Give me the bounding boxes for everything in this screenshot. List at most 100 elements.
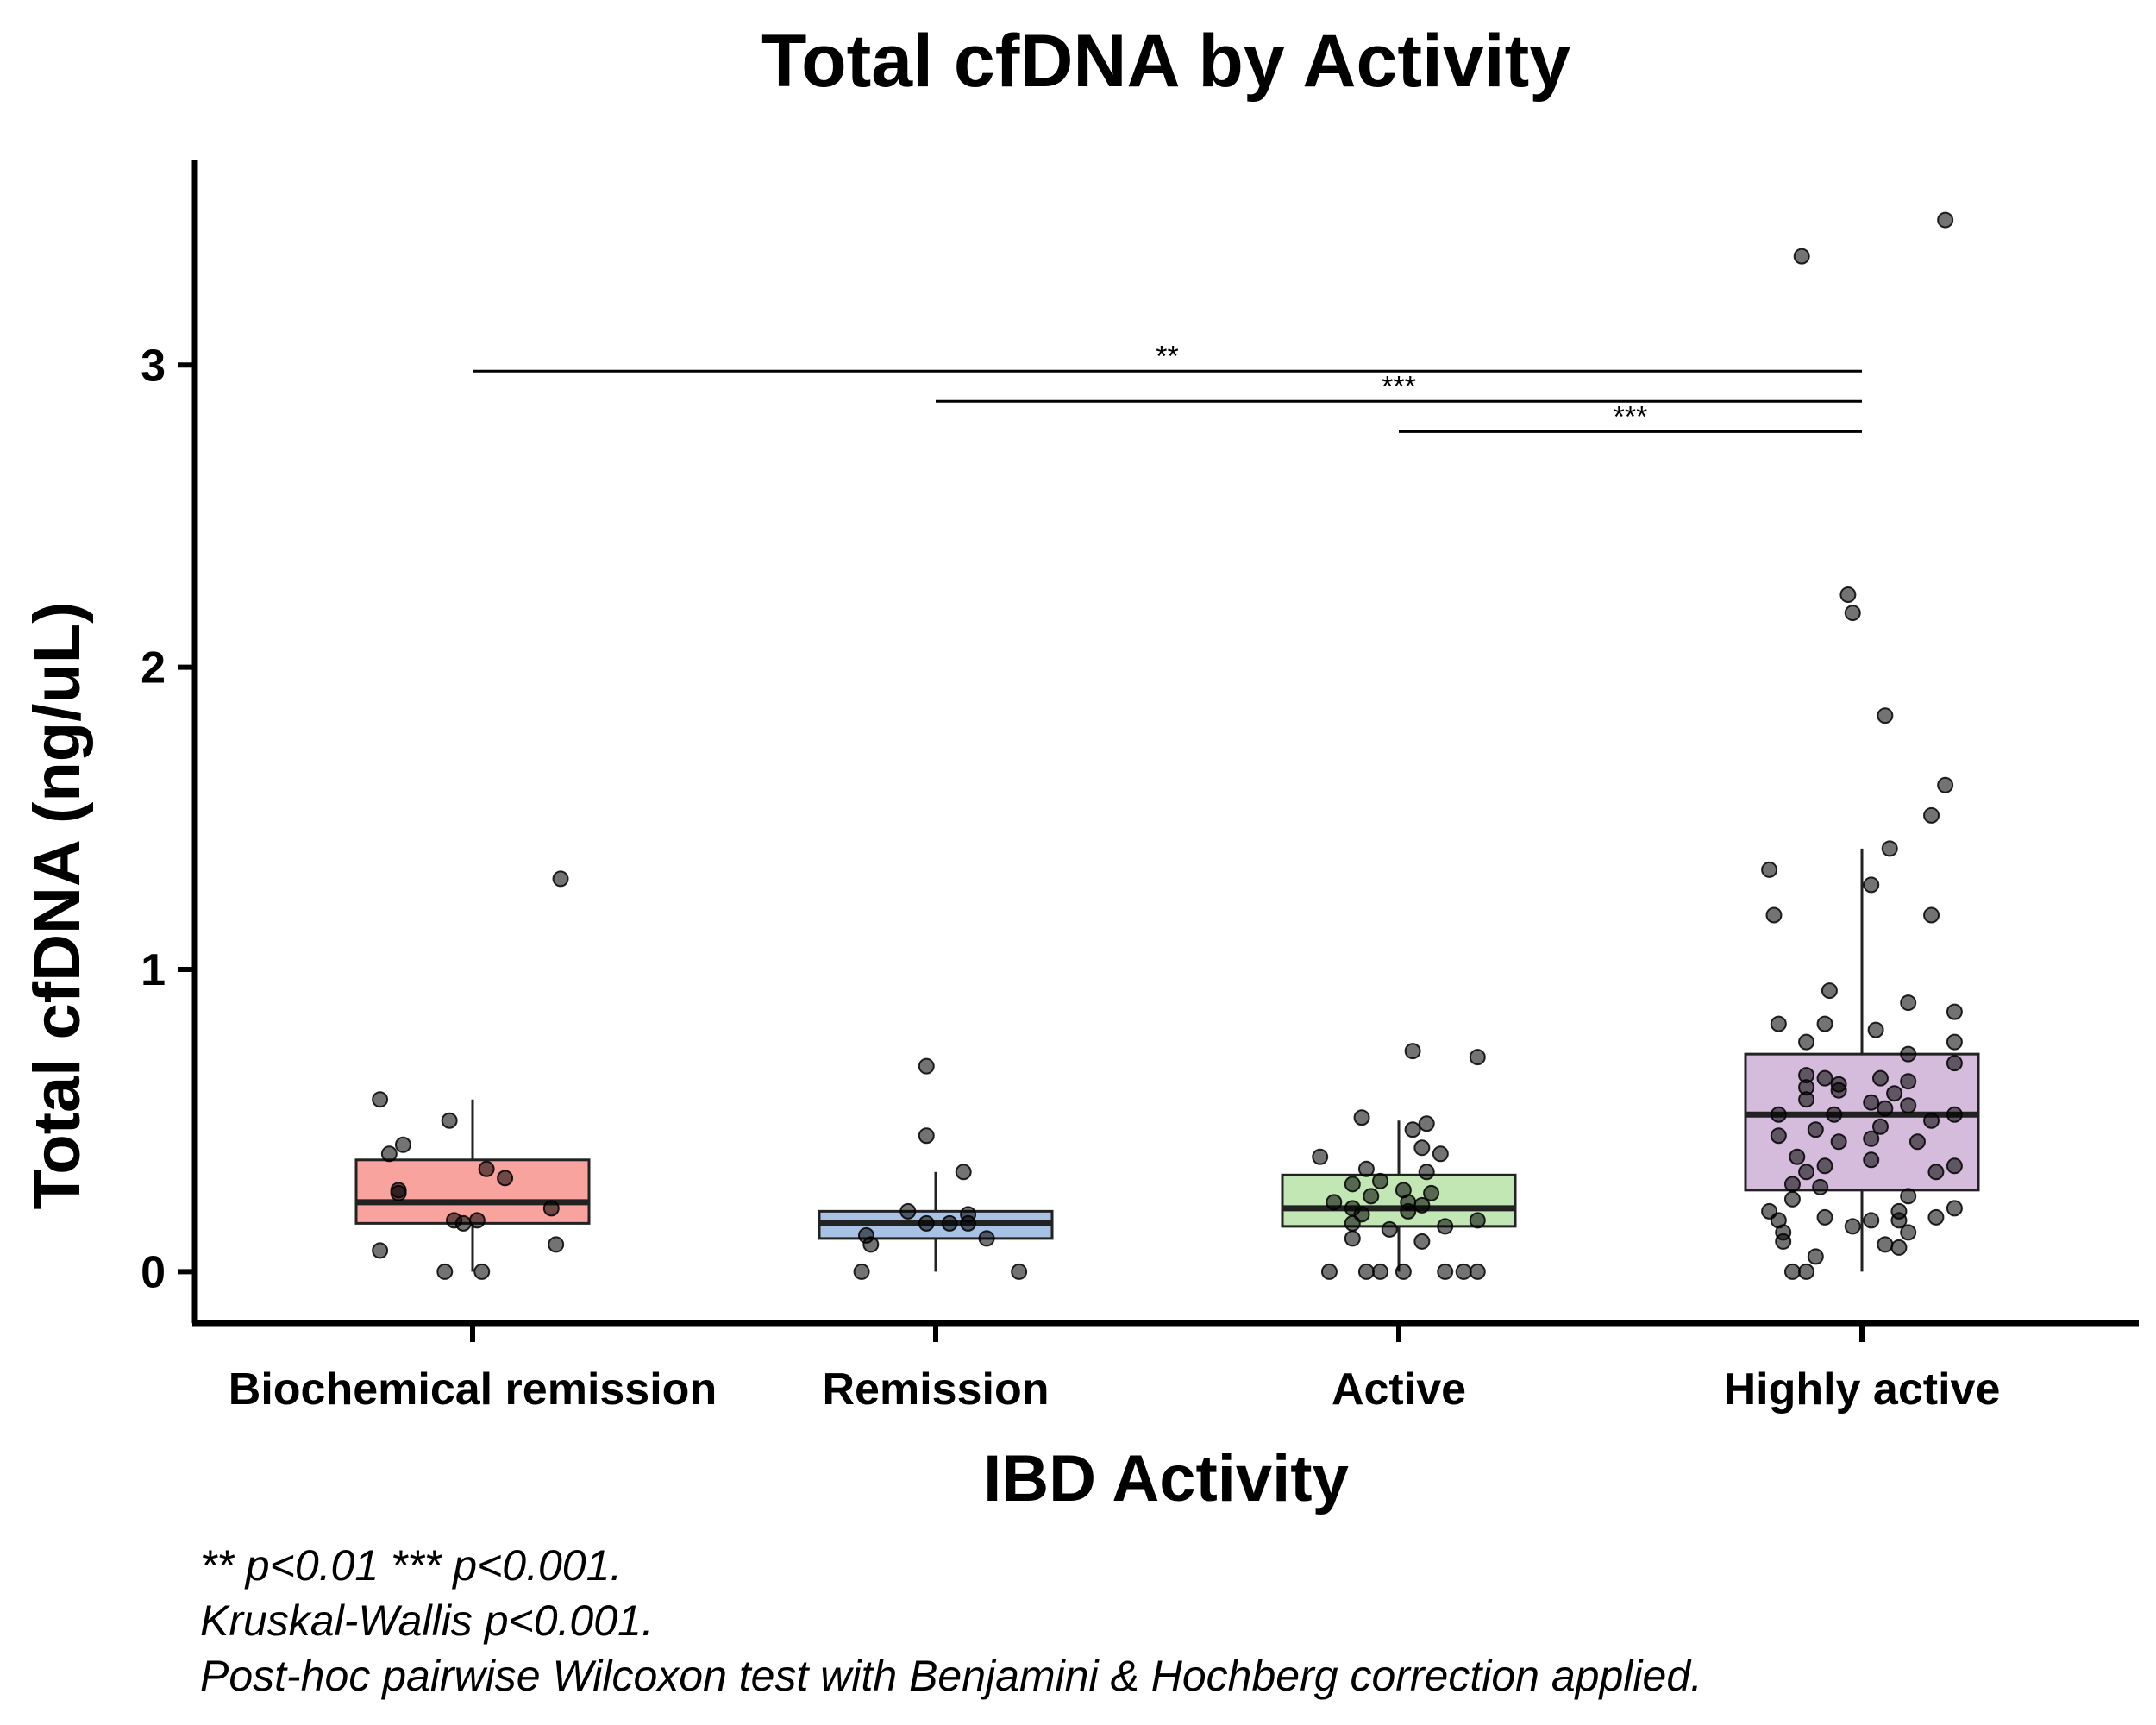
data-point [1807, 1121, 1824, 1138]
significance-label: ** [1156, 340, 1178, 373]
data-point [1353, 1109, 1370, 1126]
data-point [1404, 1121, 1421, 1138]
data-point [941, 1214, 958, 1232]
data-point [1775, 1233, 1792, 1250]
x-tick-label: Active [1332, 1364, 1466, 1414]
data-point [1381, 1220, 1398, 1238]
data-point [1839, 586, 1857, 604]
data-point [478, 1160, 495, 1177]
data-point [1900, 994, 1917, 1012]
data-point [1423, 1184, 1440, 1201]
data-point [1437, 1218, 1454, 1235]
data-point [542, 1200, 560, 1217]
significance-label: *** [1614, 400, 1648, 433]
plot-area: 0 1 2 3 Biochemical remission Remission Active… [141, 160, 2139, 1414]
data-point [1844, 605, 1861, 622]
data-point [372, 1242, 389, 1259]
footnote-significance: ** p<0.01 *** p<0.001. [200, 1541, 623, 1590]
data-point [1830, 1133, 1847, 1151]
data-point [1798, 1164, 1815, 1181]
data-point [1908, 1133, 1926, 1151]
y-axis-title: Total cfDNA (ng/uL) [21, 602, 94, 1210]
data-point [1413, 1196, 1431, 1214]
data-point [1927, 1164, 1945, 1181]
data-point [1821, 982, 1838, 1000]
data-point [1890, 1239, 1908, 1256]
data-point [1357, 1160, 1375, 1177]
data-point [1761, 861, 1778, 878]
data-point [1413, 1233, 1431, 1250]
x-tick-label: Biochemical remission [229, 1364, 717, 1414]
data-point [960, 1214, 977, 1232]
data-point [1830, 1082, 1847, 1099]
data-point [372, 1091, 389, 1108]
data-point [380, 1145, 398, 1163]
data-point [1344, 1230, 1361, 1247]
data-point [1900, 1097, 1917, 1114]
data-point [1344, 1214, 1361, 1232]
data-point [1312, 1148, 1329, 1165]
significance-label: *** [1382, 370, 1416, 403]
data-point [1783, 1190, 1801, 1208]
data-point [1395, 1263, 1412, 1280]
data-point [1789, 1148, 1806, 1165]
data-point [918, 1127, 935, 1145]
data-point [1877, 707, 1894, 724]
x-tick-label: Remission [823, 1364, 1050, 1414]
data-point [1404, 1043, 1421, 1060]
x-axis-title: IBD Activity [983, 1442, 1349, 1515]
data-point [1798, 1091, 1815, 1108]
data-point [978, 1230, 995, 1247]
data-point [1867, 1021, 1884, 1038]
data-point [1877, 1236, 1894, 1253]
data-point [1783, 1176, 1801, 1193]
data-point [1816, 1208, 1833, 1226]
data-point [1923, 906, 1940, 924]
data-point [1946, 1055, 1963, 1072]
y-tick-label: 2 [141, 643, 166, 693]
data-point [1844, 1218, 1861, 1235]
data-point [1418, 1115, 1435, 1132]
data-point [1793, 248, 1810, 265]
data-point [1798, 1033, 1815, 1051]
data-point [1344, 1176, 1361, 1193]
data-point [1871, 1118, 1889, 1135]
data-point [1469, 1212, 1486, 1229]
data-point [1937, 776, 1954, 794]
y-tick-label: 3 [141, 341, 166, 391]
footnote-kruskal: Kruskal-Wallis p<0.001. [200, 1596, 654, 1645]
data-point [1432, 1145, 1449, 1163]
data-point [1413, 1139, 1431, 1157]
data-point [390, 1184, 407, 1201]
data-point [1881, 840, 1898, 857]
data-point [1372, 1172, 1389, 1189]
data-point [1871, 1070, 1889, 1087]
data-point [1900, 1073, 1917, 1090]
data-point [1469, 1263, 1486, 1280]
data-point [918, 1214, 935, 1232]
data-point [1357, 1263, 1375, 1280]
data-point [1863, 1094, 1880, 1111]
data-point [1863, 1212, 1880, 1229]
data-point [394, 1136, 411, 1153]
data-point [1372, 1263, 1389, 1280]
data-point [1363, 1188, 1380, 1205]
data-point [1400, 1202, 1417, 1220]
data-point [1011, 1263, 1028, 1280]
data-point [1807, 1248, 1824, 1265]
data-point [552, 870, 569, 888]
data-point [955, 1164, 972, 1181]
data-point [1900, 1224, 1917, 1241]
x-tick-label: Highly active [1724, 1364, 2001, 1414]
data-point [1770, 1127, 1787, 1145]
footnote-posthoc: Post-hoc pairwise Wilcoxon test with Ben… [200, 1652, 1703, 1700]
data-point [862, 1236, 880, 1253]
data-point [1886, 1085, 1903, 1102]
data-point [1937, 211, 1954, 229]
data-point [1946, 1200, 1963, 1217]
data-point [441, 1112, 458, 1129]
data-point [1863, 1130, 1880, 1147]
data-point [1946, 1157, 1963, 1175]
data-point [1816, 1015, 1833, 1032]
